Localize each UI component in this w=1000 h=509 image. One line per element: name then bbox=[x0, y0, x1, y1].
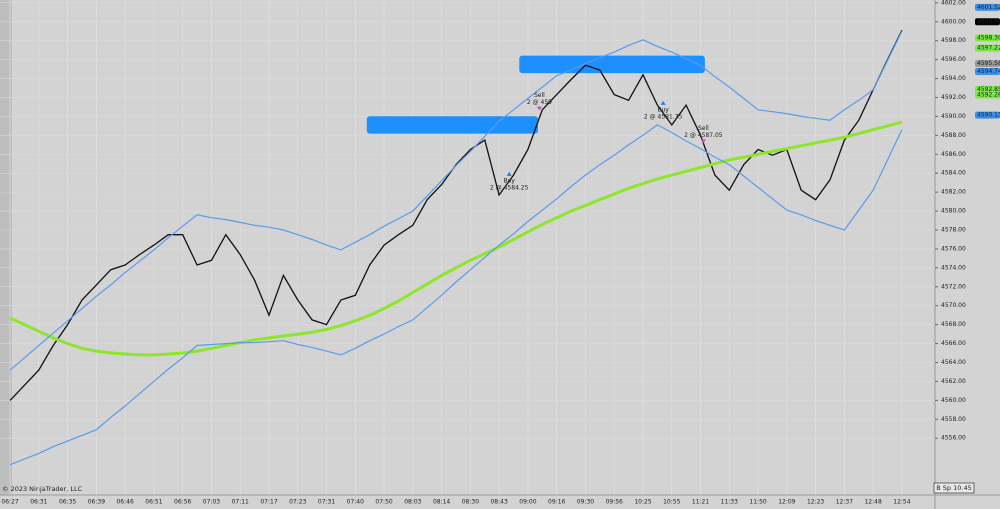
price-marker bbox=[975, 3, 1000, 11]
series-line bbox=[9, 124, 903, 466]
y-tick-label: 4582.00 bbox=[941, 189, 966, 196]
x-tick-label: 07:23 bbox=[289, 499, 306, 506]
price-marker bbox=[975, 91, 1000, 99]
x-tick-label: 12:37 bbox=[836, 499, 853, 506]
y-tick-label: 4566.00 bbox=[941, 340, 966, 347]
x-tick-label: 09:30 bbox=[577, 499, 594, 506]
price-marker bbox=[975, 34, 1000, 42]
price-marker-label: 4592.26 bbox=[977, 92, 1000, 99]
y-tick-label: 4588.00 bbox=[941, 132, 966, 139]
y-tick-label: 4572.00 bbox=[941, 283, 966, 290]
x-tick-label: 06:35 bbox=[59, 499, 76, 506]
trade-marker bbox=[700, 139, 706, 144]
price-marker-label: 4598.30 bbox=[977, 34, 1000, 41]
x-tick-label: 09:56 bbox=[606, 499, 623, 506]
y-tick-label: 4576.00 bbox=[941, 245, 966, 252]
copyright: © 2023 NinjaTrader, LLC bbox=[2, 485, 83, 493]
x-tick-label: 06:51 bbox=[145, 499, 162, 506]
y-tick-label: 4584.00 bbox=[941, 170, 966, 177]
trade-marker bbox=[660, 100, 666, 105]
y-tick-label: 4578.00 bbox=[941, 226, 966, 233]
x-tick-label: 12:48 bbox=[864, 499, 881, 506]
x-tick-label: 11:21 bbox=[692, 499, 709, 506]
x-tick-label: 12:23 bbox=[807, 499, 824, 506]
y-tick-label: 4594.00 bbox=[941, 75, 966, 82]
x-tick-label: 12:09 bbox=[778, 499, 795, 506]
x-tick-label: 09:16 bbox=[548, 499, 565, 506]
y-tick-label: 4598.00 bbox=[941, 37, 966, 44]
trade-marker bbox=[506, 171, 512, 176]
y-tick-label: 4590.00 bbox=[941, 113, 966, 120]
x-tick-label: 08:14 bbox=[433, 499, 450, 506]
trade-text: 2 @ 4587.05 bbox=[684, 132, 723, 139]
trade-side: Buy bbox=[503, 177, 515, 184]
y-tick-label: 4556.00 bbox=[941, 435, 966, 442]
supply-zone bbox=[519, 55, 705, 74]
trade-side: Buy bbox=[657, 106, 669, 113]
series-line bbox=[9, 30, 903, 371]
price-marker-label: 4592.85 bbox=[977, 86, 1000, 93]
left-strip bbox=[0, 0, 12, 495]
y-tick-label: 4574.00 bbox=[941, 264, 966, 271]
x-tick-label: 08:30 bbox=[462, 499, 479, 506]
x-tick-label: 10:55 bbox=[663, 499, 680, 506]
series-line bbox=[9, 120, 903, 357]
x-tick-label: 07:31 bbox=[318, 499, 335, 506]
y-tick-label: 4592.00 bbox=[941, 94, 966, 101]
x-tick-label: 07:11 bbox=[232, 499, 249, 506]
x-tick-label: 07:40 bbox=[347, 499, 364, 506]
price-marker-label: 4597.22 bbox=[977, 45, 1000, 52]
price-marker bbox=[975, 18, 1000, 26]
trade-marker bbox=[536, 106, 542, 111]
price-marker bbox=[975, 44, 1000, 52]
supply-zone bbox=[366, 116, 538, 134]
x-tick-label: 06:46 bbox=[116, 499, 133, 506]
price-marker-label: 4595.58 bbox=[977, 60, 1000, 67]
trade-text: 2 @ 459 bbox=[527, 99, 552, 106]
y-tick-label: 4596.00 bbox=[941, 56, 966, 63]
x-tick-label: 10:25 bbox=[634, 499, 651, 506]
price-marker bbox=[975, 60, 1000, 68]
y-tick-label: 4586.00 bbox=[941, 151, 966, 158]
x-tick-label: 06:56 bbox=[174, 499, 191, 506]
y-tick-label: 4568.00 bbox=[941, 321, 966, 328]
x-tick-label: 07:17 bbox=[260, 499, 277, 506]
x-tick-label: 11:50 bbox=[749, 499, 766, 506]
trade-text: 2 @ 4591.75 bbox=[644, 113, 683, 120]
status: B Sp 10.45 bbox=[936, 484, 971, 492]
price-marker-label: 4601.52 bbox=[977, 4, 1000, 11]
y-tick-label: 4560.00 bbox=[941, 397, 966, 404]
y-tick-label: 4562.00 bbox=[941, 378, 966, 385]
price-marker-label: 4600.00 bbox=[977, 18, 1000, 25]
y-tick-label: 4580.00 bbox=[941, 208, 966, 215]
x-tick-label: 11:33 bbox=[721, 499, 738, 506]
x-tick-label: 06:31 bbox=[30, 499, 47, 506]
y-tick-label: 4602.00 bbox=[941, 0, 966, 6]
y-tick-label: 4564.00 bbox=[941, 359, 966, 366]
x-tick-label: 07:50 bbox=[375, 499, 392, 506]
y-tick-label: 4570.00 bbox=[941, 302, 966, 309]
x-tick-label: 09:00 bbox=[519, 499, 536, 506]
x-tick-label: 06:27 bbox=[1, 499, 18, 506]
x-tick-label: 06:39 bbox=[88, 499, 105, 506]
price-marker-label: 4594.74 bbox=[977, 68, 1000, 75]
price-marker bbox=[975, 68, 1000, 76]
y-tick-label: 4558.00 bbox=[941, 416, 966, 423]
trade-side: Sell bbox=[534, 92, 545, 99]
trade-side: Sell bbox=[698, 125, 709, 132]
x-tick-label: 08:03 bbox=[404, 499, 421, 506]
x-tick-label: 08:43 bbox=[490, 499, 507, 506]
price-marker-label: 4590.13 bbox=[977, 112, 1000, 119]
price-marker bbox=[975, 85, 1000, 93]
x-tick-label: 12:54 bbox=[893, 499, 910, 506]
y-tick-label: 4600.00 bbox=[941, 18, 966, 25]
x-tick-label: 07:03 bbox=[203, 499, 220, 506]
trade-text: 2 @ 4584.25 bbox=[490, 184, 529, 191]
status-box bbox=[933, 482, 975, 494]
price-marker bbox=[975, 111, 1000, 119]
plot-area bbox=[0, 0, 935, 495]
